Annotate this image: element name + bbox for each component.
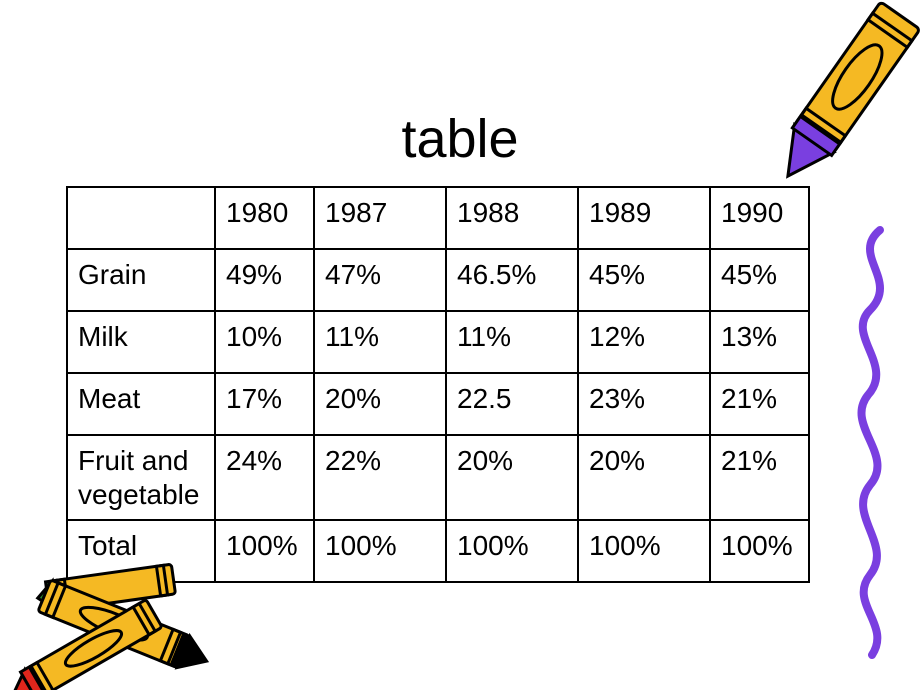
table-cell: 46.5% (446, 249, 578, 311)
squiggle-icon (840, 225, 910, 675)
table-cell: 49% (215, 249, 314, 311)
table-cell: 100% (578, 520, 710, 582)
table-row: Milk 10% 11% 11% 12% 13% (67, 311, 809, 373)
table-row: Total 100% 100% 100% 100% 100% (67, 520, 809, 582)
table-cell: 20% (314, 373, 446, 435)
table-cell: Grain (67, 249, 215, 311)
table-cell: 11% (446, 311, 578, 373)
table-cell: 45% (710, 249, 809, 311)
table-cell: 1987 (314, 187, 446, 249)
data-table: 1980 1987 1988 1989 1990 Grain 49% 47% 4… (66, 186, 810, 583)
table-cell: 1988 (446, 187, 578, 249)
table-cell: 10% (215, 311, 314, 373)
table-cell: 21% (710, 373, 809, 435)
table-cell: 24% (215, 435, 314, 520)
table-cell: 100% (215, 520, 314, 582)
table-cell: 100% (314, 520, 446, 582)
table-cell: Milk (67, 311, 215, 373)
table-row: Fruit and vegetable 24% 22% 20% 20% 21% (67, 435, 809, 520)
table-cell: 12% (578, 311, 710, 373)
table-cell: 1990 (710, 187, 809, 249)
page-title: table (0, 108, 920, 170)
table-cell: Meat (67, 373, 215, 435)
table-cell: 23% (578, 373, 710, 435)
table-cell: 21% (710, 435, 809, 520)
table-cell: 13% (710, 311, 809, 373)
table-cell: 11% (314, 311, 446, 373)
table-cell: 22.5 (446, 373, 578, 435)
table-cell: 1989 (578, 187, 710, 249)
table-cell: 20% (578, 435, 710, 520)
table-cell: 100% (446, 520, 578, 582)
table-header-row: 1980 1987 1988 1989 1990 (67, 187, 809, 249)
table-cell: Total (67, 520, 215, 582)
table-cell: 1980 (215, 187, 314, 249)
table-cell: 17% (215, 373, 314, 435)
table-cell: 45% (578, 249, 710, 311)
table-cell: 100% (710, 520, 809, 582)
table-row: Meat 17% 20% 22.5 23% 21% (67, 373, 809, 435)
table-cell: 20% (446, 435, 578, 520)
table-row: Grain 49% 47% 46.5% 45% 45% (67, 249, 809, 311)
table-cell: Fruit and vegetable (67, 435, 215, 520)
table-cell (67, 187, 215, 249)
table-cell: 47% (314, 249, 446, 311)
table-cell: 22% (314, 435, 446, 520)
